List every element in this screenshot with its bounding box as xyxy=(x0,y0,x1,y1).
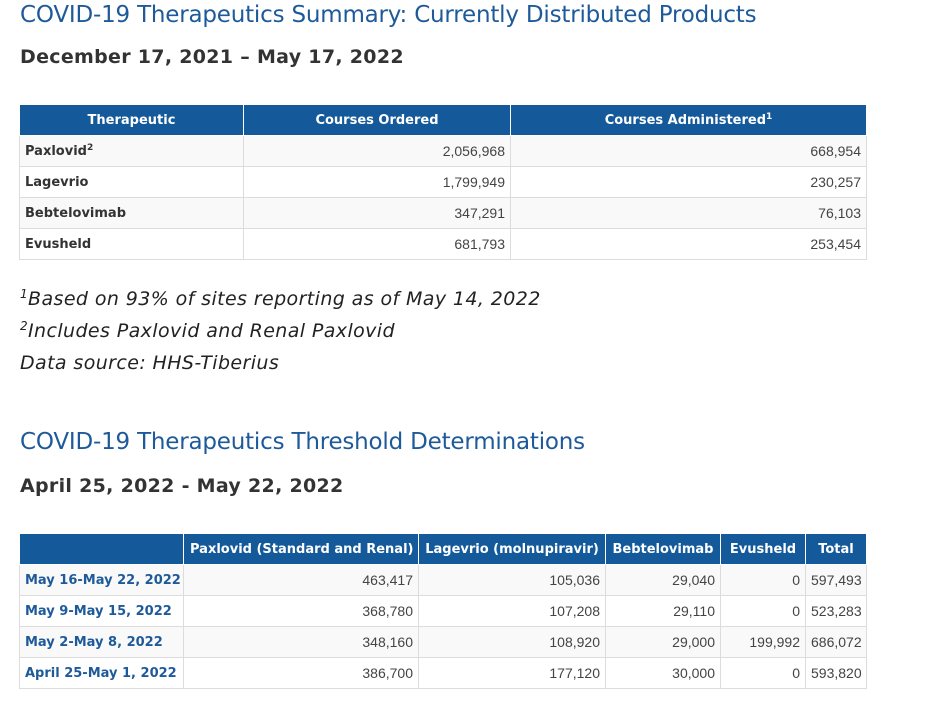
table-row: May 9-May 15, 2022 368,780 107,208 29,11… xyxy=(19,595,867,627)
courses-ordered-value: 1,799,949 xyxy=(243,166,511,198)
threshold-date-range: April 25, 2022 - May 22, 2022 xyxy=(20,475,344,497)
therapeutic-name: Paxlovid2 xyxy=(19,135,244,167)
bebtelovimab-value: 29,040 xyxy=(605,564,721,596)
therapeutic-name: Lagevrio xyxy=(19,166,244,198)
therapeutic-name: Evusheld xyxy=(19,228,244,260)
footnote-text: Based on 93% of sites reporting as of Ma… xyxy=(28,288,541,310)
summary-table: Therapeutic Courses Ordered Courses Admi… xyxy=(19,104,867,260)
total-value: 686,072 xyxy=(805,626,867,658)
courses-administered-value: 230,257 xyxy=(510,166,867,198)
courses-administered-value: 668,954 xyxy=(510,135,867,167)
total-value: 597,493 xyxy=(805,564,867,596)
threshold-table: Paxlovid (Standard and Renal) Lagevrio (… xyxy=(19,533,867,689)
week-label: April 25-May 1, 2022 xyxy=(19,657,184,689)
evusheld-value: 199,992 xyxy=(720,626,806,658)
table-row: May 16-May 22, 2022 463,417 105,036 29,0… xyxy=(19,564,867,596)
header-week xyxy=(19,533,184,565)
paxlovid-value: 386,700 xyxy=(183,657,419,689)
header-therapeutic: Therapeutic xyxy=(19,104,244,136)
bebtelovimab-value: 29,000 xyxy=(605,626,721,658)
footnote-text: Data source: HHS-Tiberius xyxy=(20,352,280,374)
footnote-marker: 2 xyxy=(20,319,29,333)
paxlovid-value: 348,160 xyxy=(183,626,419,658)
evusheld-value: 0 xyxy=(720,657,806,689)
therapeutic-name-label: Paxlovid xyxy=(25,143,87,159)
footnote-1: 1Based on 93% of sites reporting as of M… xyxy=(20,283,541,315)
footnote-marker: 1 xyxy=(20,287,29,301)
lagevrio-value: 107,208 xyxy=(418,595,606,627)
lagevrio-value: 105,036 xyxy=(418,564,606,596)
courses-ordered-value: 347,291 xyxy=(243,197,511,229)
table-row: Paxlovid2 2,056,968 668,954 xyxy=(19,135,867,167)
therapeutic-name: Bebtelovimab xyxy=(19,197,244,229)
table-row: Lagevrio 1,799,949 230,257 xyxy=(19,166,867,198)
table-row: Bebtelovimab 347,291 76,103 xyxy=(19,197,867,229)
bebtelovimab-value: 29,110 xyxy=(605,595,721,627)
header-courses-administered-label: Courses Administered xyxy=(604,112,767,128)
lagevrio-value: 108,920 xyxy=(418,626,606,658)
header-evusheld: Evusheld xyxy=(720,533,806,565)
paxlovid-value: 368,780 xyxy=(183,595,419,627)
table-row: April 25-May 1, 2022 386,700 177,120 30,… xyxy=(19,657,867,689)
summary-title: COVID-19 Therapeutics Summary: Currently… xyxy=(20,2,757,28)
footnote-marker: 1 xyxy=(766,111,773,122)
threshold-title: COVID-19 Therapeutics Threshold Determin… xyxy=(20,429,585,455)
total-value: 523,283 xyxy=(805,595,867,627)
footnotes: 1Based on 93% of sites reporting as of M… xyxy=(20,283,541,379)
courses-administered-value: 76,103 xyxy=(510,197,867,229)
week-label: May 16-May 22, 2022 xyxy=(19,564,184,596)
header-courses-administered: Courses Administered1 xyxy=(510,104,867,136)
header-bebtelovimab: Bebtelovimab xyxy=(605,533,721,565)
footnote-2: 2Includes Paxlovid and Renal Paxlovid xyxy=(20,315,541,347)
header-paxlovid: Paxlovid (Standard and Renal) xyxy=(183,533,419,565)
footnote-text: Includes Paxlovid and Renal Paxlovid xyxy=(28,320,395,342)
header-courses-ordered: Courses Ordered xyxy=(243,104,511,136)
courses-ordered-value: 681,793 xyxy=(243,228,511,260)
courses-administered-value: 253,454 xyxy=(510,228,867,260)
header-total: Total xyxy=(805,533,867,565)
footnote-marker: 2 xyxy=(86,142,94,153)
threshold-header-row: Paxlovid (Standard and Renal) Lagevrio (… xyxy=(19,533,867,565)
summary-header-row: Therapeutic Courses Ordered Courses Admi… xyxy=(19,104,867,136)
header-lagevrio: Lagevrio (molnupiravir) xyxy=(418,533,606,565)
data-source-note: Data source: HHS-Tiberius xyxy=(20,347,541,379)
evusheld-value: 0 xyxy=(720,595,806,627)
bebtelovimab-value: 30,000 xyxy=(605,657,721,689)
lagevrio-value: 177,120 xyxy=(418,657,606,689)
table-row: May 2-May 8, 2022 348,160 108,920 29,000… xyxy=(19,626,867,658)
evusheld-value: 0 xyxy=(720,564,806,596)
week-label: May 2-May 8, 2022 xyxy=(19,626,184,658)
total-value: 593,820 xyxy=(805,657,867,689)
courses-ordered-value: 2,056,968 xyxy=(243,135,511,167)
paxlovid-value: 463,417 xyxy=(183,564,419,596)
summary-date-range: December 17, 2021 – May 17, 2022 xyxy=(20,46,404,68)
table-row: Evusheld 681,793 253,454 xyxy=(19,228,867,260)
week-label: May 9-May 15, 2022 xyxy=(19,595,184,627)
